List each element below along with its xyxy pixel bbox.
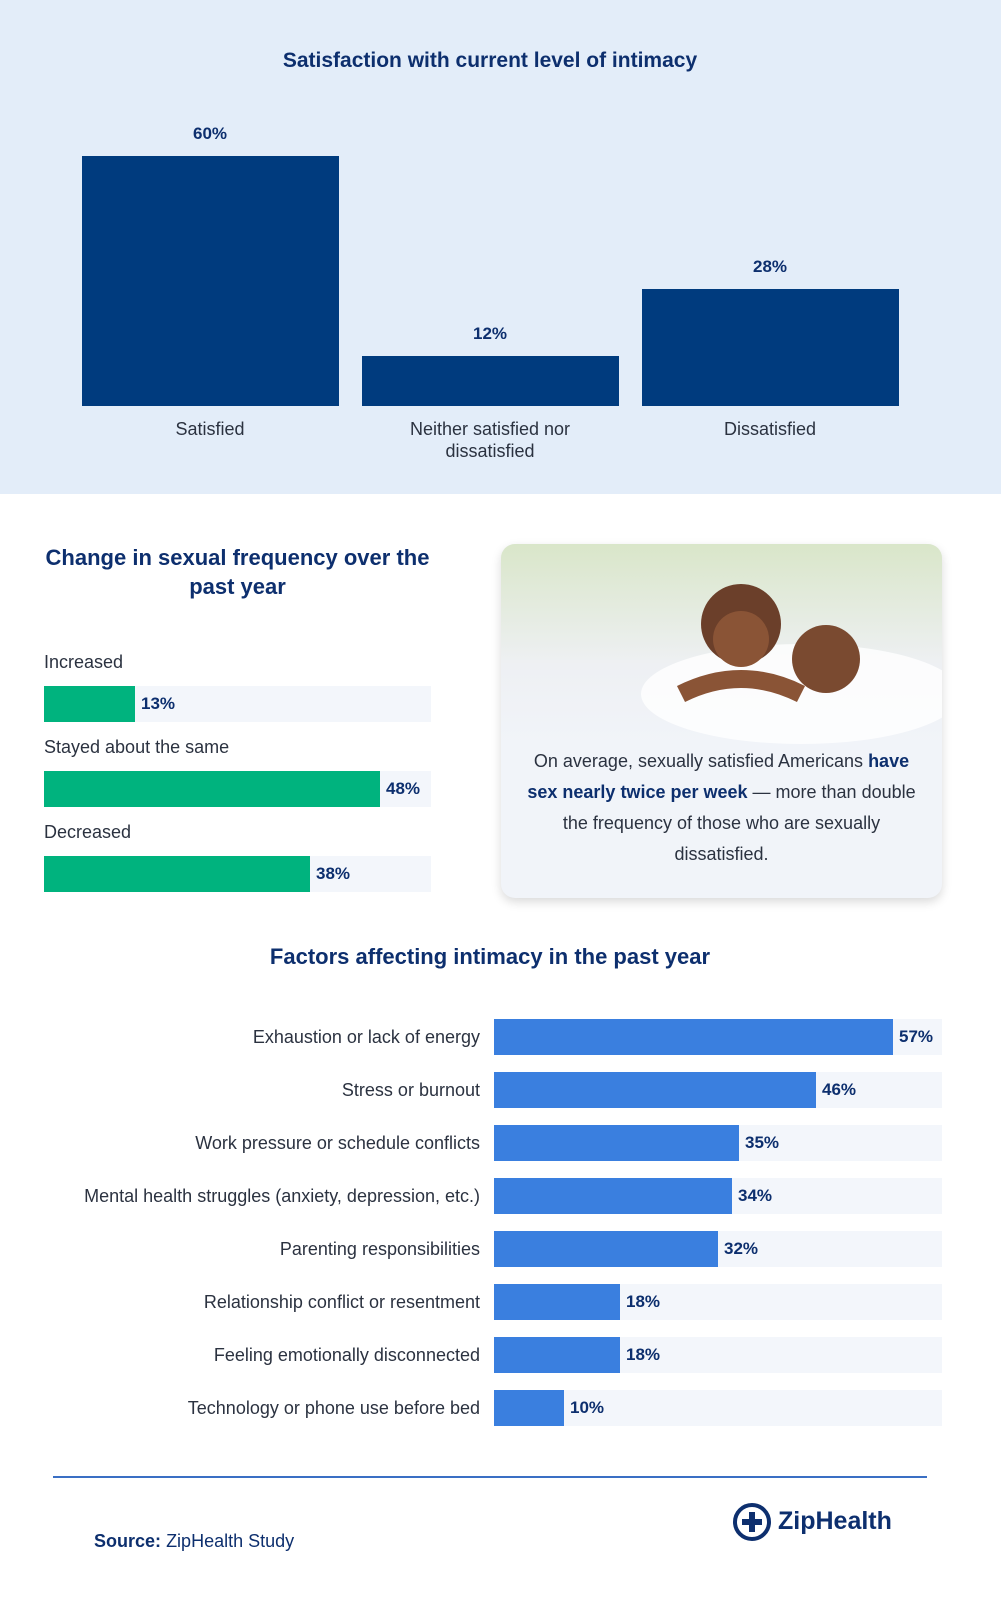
category-label: Technology or phone use before bed [187, 1398, 480, 1418]
x-tick-label: Dissatisfied [723, 419, 817, 439]
source-label: Source: [94, 1531, 162, 1551]
value-label: 38% [316, 864, 351, 883]
chart-title: Factors affecting intimacy in the past y… [269, 944, 711, 969]
category-label: Work pressure or schedule conflicts [195, 1133, 480, 1153]
value-label: 13% [141, 694, 176, 713]
value-label: 18% [626, 1345, 661, 1364]
value-label: 32% [724, 1239, 759, 1258]
callout-bold: have sex nearly twice per week [527, 751, 910, 802]
value-label: 60% [192, 124, 228, 143]
category-label: Feeling emotionally disconnected [213, 1345, 480, 1365]
chart-title: Change in sexual frequency over the past… [45, 545, 430, 599]
bar [641, 289, 899, 406]
chart-title: Satisfaction with current level of intim… [282, 49, 698, 72]
logo-icon [733, 1503, 771, 1541]
category-label: Relationship conflict or resentment [203, 1292, 480, 1312]
category-label: Stress or burnout [341, 1080, 480, 1100]
value-label: 12% [472, 324, 508, 343]
value-label: 46% [822, 1080, 857, 1099]
bar [494, 1125, 739, 1161]
callout-text: On average, sexually satisfied Americans… [521, 746, 922, 870]
category-label: Mental health struggles (anxiety, depres… [84, 1186, 480, 1206]
value-label: 28% [752, 257, 788, 277]
bar [494, 1178, 732, 1214]
divider [53, 1476, 927, 1478]
bar [494, 1390, 564, 1426]
value-label: 48% [386, 779, 421, 798]
bar [494, 1019, 893, 1055]
category-label: Increased [44, 652, 124, 672]
bar [361, 356, 619, 406]
photo [501, 544, 942, 744]
source: Source: ZipHealth Study [74, 1510, 294, 1573]
bar [81, 156, 339, 406]
category-label: Stayed about the same [44, 737, 230, 757]
bar [494, 1072, 816, 1108]
category-label: Exhaustion or lack of energy [252, 1027, 480, 1047]
callout-text-part: — more than double the frequency of thos… [562, 782, 921, 864]
source-text: ZipHealth Study [166, 1531, 295, 1551]
category-label: Parenting responsibilities [279, 1239, 480, 1259]
bar [494, 1231, 718, 1267]
category-label: Decreased [44, 822, 132, 842]
value-label: 34% [738, 1186, 773, 1205]
callout-card: On average, sexually satisfied Americans… [501, 544, 942, 898]
value-label: 35% [745, 1133, 780, 1152]
callout-text-part: On average, sexually satisfied Americans [533, 751, 869, 771]
bar [494, 1284, 620, 1320]
x-tick-label: Satisfied [175, 419, 245, 439]
bar [494, 1337, 620, 1373]
bar [44, 856, 310, 892]
bar-track [494, 1390, 942, 1426]
x-tick-label: Neither satisfied nor dissatisfied [409, 419, 571, 461]
logo-text: ZipHealth [778, 1507, 892, 1535]
bar [44, 771, 380, 807]
bar [44, 686, 135, 722]
value-label: 57% [899, 1027, 934, 1046]
value-label: 10% [570, 1398, 605, 1417]
value-label: 18% [626, 1292, 661, 1311]
